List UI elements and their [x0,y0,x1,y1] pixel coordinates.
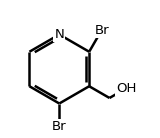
Text: Br: Br [52,120,67,133]
Text: N: N [54,28,64,41]
Text: Br: Br [94,24,109,37]
Text: OH: OH [116,82,136,95]
